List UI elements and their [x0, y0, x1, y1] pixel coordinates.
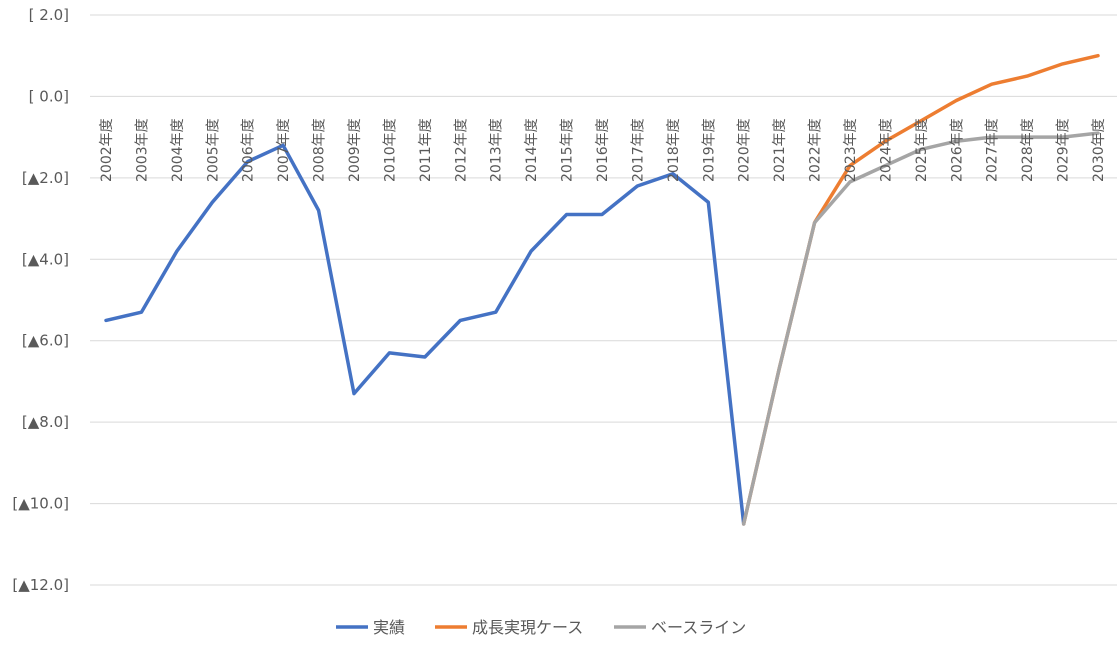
x-tick-label: 2011年度	[418, 118, 434, 182]
y-tick-label: [▲2.0]	[22, 169, 69, 187]
x-tick-label: 2006年度	[241, 118, 257, 182]
x-tick-label: 2030年度	[1091, 118, 1107, 182]
y-tick-label: [ 0.0]	[29, 87, 69, 105]
y-tick-label: [▲8.0]	[22, 413, 69, 431]
x-tick-label: 2003年度	[134, 118, 150, 182]
x-tick-label: 2009年度	[347, 118, 363, 182]
x-tick-label: 2008年度	[312, 118, 328, 182]
x-tick-label: 2027年度	[985, 118, 1001, 182]
legend-label: 成長実現ケース	[472, 618, 583, 637]
y-tick-label: [▲12.0]	[12, 576, 69, 594]
series-lines	[104, 53, 1100, 526]
x-tick-label: 2026年度	[949, 118, 965, 182]
x-tick-label: 2021年度	[772, 118, 788, 182]
x-tick-label: 2015年度	[560, 118, 576, 182]
x-tick-label: 2017年度	[630, 118, 646, 182]
x-axis-tick-labels: 2002年度 2003年度 2004年度 2005年度 2006年度 2007年度 2008…	[99, 118, 1107, 182]
y-tick-label: [▲6.0]	[22, 332, 69, 350]
x-tick-label: 2018年度	[666, 118, 682, 182]
x-tick-label: 2013年度	[489, 118, 505, 182]
x-tick-label: 2022年度	[808, 118, 824, 182]
legend-label: ベースライン	[651, 618, 746, 637]
x-tick-label: 2025年度	[914, 118, 930, 182]
x-tick-label: 2012年度	[453, 118, 469, 182]
x-tick-label: 2028年度	[1020, 118, 1036, 182]
x-tick-label: 2004年度	[170, 118, 186, 182]
x-tick-label: 2029年度	[1056, 118, 1072, 182]
x-tick-label: 2023年度	[843, 118, 859, 182]
y-tick-label: [▲10.0]	[12, 495, 69, 513]
x-tick-label: 2010年度	[382, 118, 398, 182]
x-tick-label: 2016年度	[595, 118, 611, 182]
x-tick-label: 2007年度	[276, 118, 292, 182]
y-axis-tick-labels: [ 2.0] [ 0.0] [▲2.0] [▲4.0] [▲6.0] [▲8.0] [▲10…	[12, 6, 69, 594]
y-tick-label: [▲4.0]	[22, 250, 69, 268]
y-tick-label: [ 2.0]	[29, 6, 69, 24]
legend-label: 実績	[373, 618, 405, 637]
x-tick-label: 2019年度	[701, 118, 717, 182]
x-tick-label: 2014年度	[524, 118, 540, 182]
x-tick-label: 2020年度	[737, 118, 753, 182]
series-line-1	[104, 143, 746, 526]
x-tick-label: 2024年度	[878, 118, 894, 182]
series-line-3	[741, 131, 1100, 526]
legend: 実績 成長実現ケース ベースライン	[336, 618, 746, 637]
gridlines	[90, 14, 1117, 586]
x-tick-label: 2005年度	[205, 118, 221, 182]
x-tick-label: 2002年度	[99, 118, 115, 182]
